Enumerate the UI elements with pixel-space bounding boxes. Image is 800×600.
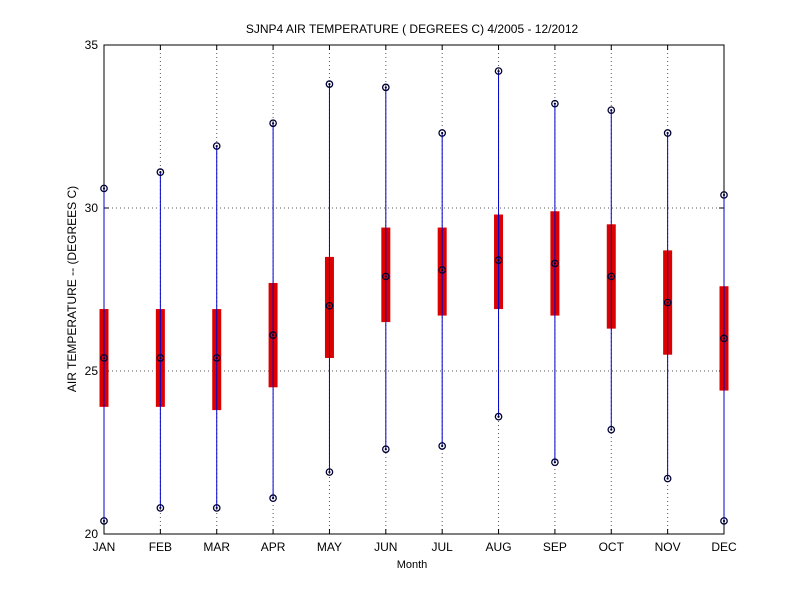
max-marker-dot-jul <box>441 131 444 135</box>
min-marker-apr <box>269 494 277 502</box>
min-marker-dot-oct <box>610 428 613 431</box>
x-tick-label: JUL <box>432 540 454 554</box>
y-tick-label: 25 <box>85 364 99 378</box>
min-marker-dot-jun <box>384 448 387 451</box>
min-marker-jan <box>100 517 108 525</box>
median-marker-dec <box>720 334 728 343</box>
min-marker-nov <box>663 474 672 483</box>
x-tick-label: APR <box>261 540 286 554</box>
median-marker-dot-feb <box>159 356 162 360</box>
max-marker-dot-oct <box>610 109 613 112</box>
median-marker-may <box>325 301 334 310</box>
y-axis-label: AIR TEMPERATURE -- (DEGREES C) <box>65 186 79 392</box>
median-marker-dot-aug <box>497 259 500 262</box>
median-marker-feb <box>156 354 165 362</box>
min-marker-dot-dec <box>722 519 726 523</box>
min-marker-aug <box>494 412 503 421</box>
median-marker-oct <box>607 272 616 281</box>
min-marker-jun <box>381 445 390 454</box>
max-marker-aug <box>494 67 503 75</box>
median-marker-dot-jun <box>384 275 387 278</box>
max-marker-dot-aug <box>497 69 500 73</box>
min-marker-sep <box>551 458 559 467</box>
x-tick-label: SEP <box>543 540 567 554</box>
chart-title: SJNP4 AIR TEMPERATURE ( DEGREES C) 4/200… <box>246 22 579 36</box>
axes-frame <box>103 44 725 535</box>
min-marker-dot-mar <box>215 506 218 510</box>
median-marker-dot-nov <box>666 301 669 304</box>
min-marker-dot-aug <box>497 415 500 418</box>
min-marker-dec <box>720 517 728 525</box>
grid-lines <box>104 45 724 534</box>
max-marker-jul <box>438 129 447 137</box>
max-marker-jan <box>100 184 108 193</box>
max-marker-dot-dec <box>722 193 726 197</box>
median-marker-aug <box>494 256 503 265</box>
axis-ticks <box>103 44 725 535</box>
max-marker-jun <box>381 83 390 92</box>
max-marker-dec <box>720 191 728 199</box>
max-marker-dot-mar <box>215 144 218 148</box>
min-marker-dot-jan <box>102 519 106 523</box>
x-tick-label: FEB <box>149 540 172 554</box>
max-marker-sep <box>551 99 559 108</box>
median-marker-dot-apr <box>271 334 275 337</box>
min-marker-dot-may <box>328 470 331 474</box>
y-tick-label: 20 <box>85 527 99 541</box>
max-marker-dot-jan <box>102 187 106 190</box>
max-marker-oct <box>607 106 616 115</box>
max-marker-dot-jun <box>384 86 387 89</box>
max-marker-feb <box>156 168 165 176</box>
tick-labels: JAN FEB MAR APR MAY JUN JUL AUG SEP OCT NOV DEC 20 25… <box>85 38 737 554</box>
x-tick-label: JUN <box>374 540 397 554</box>
x-tick-label: OCT <box>599 540 625 554</box>
max-marker-dot-sep <box>553 102 557 105</box>
min-marker-feb <box>156 504 165 512</box>
median-marker-dot-mar <box>215 356 218 360</box>
median-marker-apr <box>269 331 277 339</box>
x-tick-label: MAY <box>317 540 342 554</box>
median-marker-dot-jul <box>441 268 444 272</box>
max-marker-dot-feb <box>159 171 162 174</box>
max-marker-may <box>325 80 334 88</box>
min-marker-jul <box>438 442 447 450</box>
min-marker-dot-apr <box>271 497 275 500</box>
max-marker-nov <box>663 129 672 137</box>
min-marker-oct <box>607 425 616 434</box>
median-marker-mar <box>212 354 221 362</box>
x-axis-label: Month <box>397 559 428 571</box>
median-marker-dot-dec <box>722 337 726 340</box>
data-series <box>99 67 729 525</box>
min-marker-dot-feb <box>159 506 162 510</box>
median-marker-dot-may <box>328 304 331 307</box>
median-marker-jul <box>438 266 447 274</box>
median-marker-jan <box>100 354 108 362</box>
max-marker-mar <box>212 142 221 150</box>
median-marker-dot-oct <box>610 275 613 278</box>
y-tick-label: 30 <box>85 201 99 215</box>
x-tick-label: AUG <box>486 540 512 554</box>
median-marker-dot-jan <box>102 356 106 360</box>
min-marker-dot-nov <box>666 477 669 480</box>
max-marker-dot-may <box>328 83 331 86</box>
x-tick-label: NOV <box>655 540 681 554</box>
y-tick-label: 35 <box>85 38 99 52</box>
min-marker-may <box>325 468 334 476</box>
max-marker-dot-nov <box>666 131 669 135</box>
median-marker-sep <box>551 259 559 268</box>
max-marker-apr <box>269 119 277 128</box>
median-marker-nov <box>663 298 672 307</box>
x-tick-label: MAR <box>203 540 230 554</box>
min-marker-mar <box>212 504 221 512</box>
min-marker-dot-sep <box>553 461 557 464</box>
max-marker-dot-apr <box>271 122 275 125</box>
median-marker-dot-sep <box>553 262 557 265</box>
min-marker-dot-jul <box>441 444 444 448</box>
median-marker-jun <box>381 272 390 281</box>
x-tick-label: JAN <box>93 540 116 554</box>
x-tick-label: DEC <box>711 540 737 554</box>
